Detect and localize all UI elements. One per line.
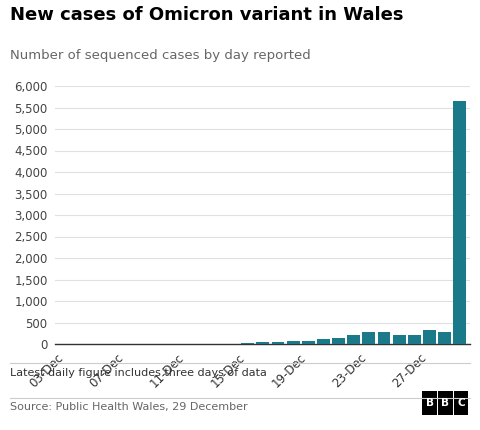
Bar — [287, 341, 300, 344]
Bar — [256, 342, 269, 344]
Bar — [347, 335, 360, 344]
Bar — [241, 343, 254, 344]
Text: Latest daily figure includes three days of data: Latest daily figure includes three days … — [10, 368, 266, 378]
Bar — [438, 332, 451, 344]
Bar — [317, 339, 330, 344]
Bar — [272, 341, 284, 344]
Text: Number of sequenced cases by day reported: Number of sequenced cases by day reporte… — [10, 49, 311, 62]
Text: Source: Public Health Wales, 29 December: Source: Public Health Wales, 29 December — [10, 402, 247, 412]
Bar — [408, 335, 421, 344]
Bar — [378, 332, 390, 344]
Bar — [453, 101, 466, 344]
Bar — [332, 338, 345, 344]
Bar — [423, 330, 436, 344]
Text: B: B — [426, 398, 433, 408]
Text: B: B — [442, 398, 449, 408]
Bar — [393, 335, 406, 344]
Bar — [302, 341, 315, 344]
Bar — [362, 332, 375, 344]
Text: New cases of Omicron variant in Wales: New cases of Omicron variant in Wales — [10, 6, 403, 25]
Text: C: C — [457, 398, 465, 408]
